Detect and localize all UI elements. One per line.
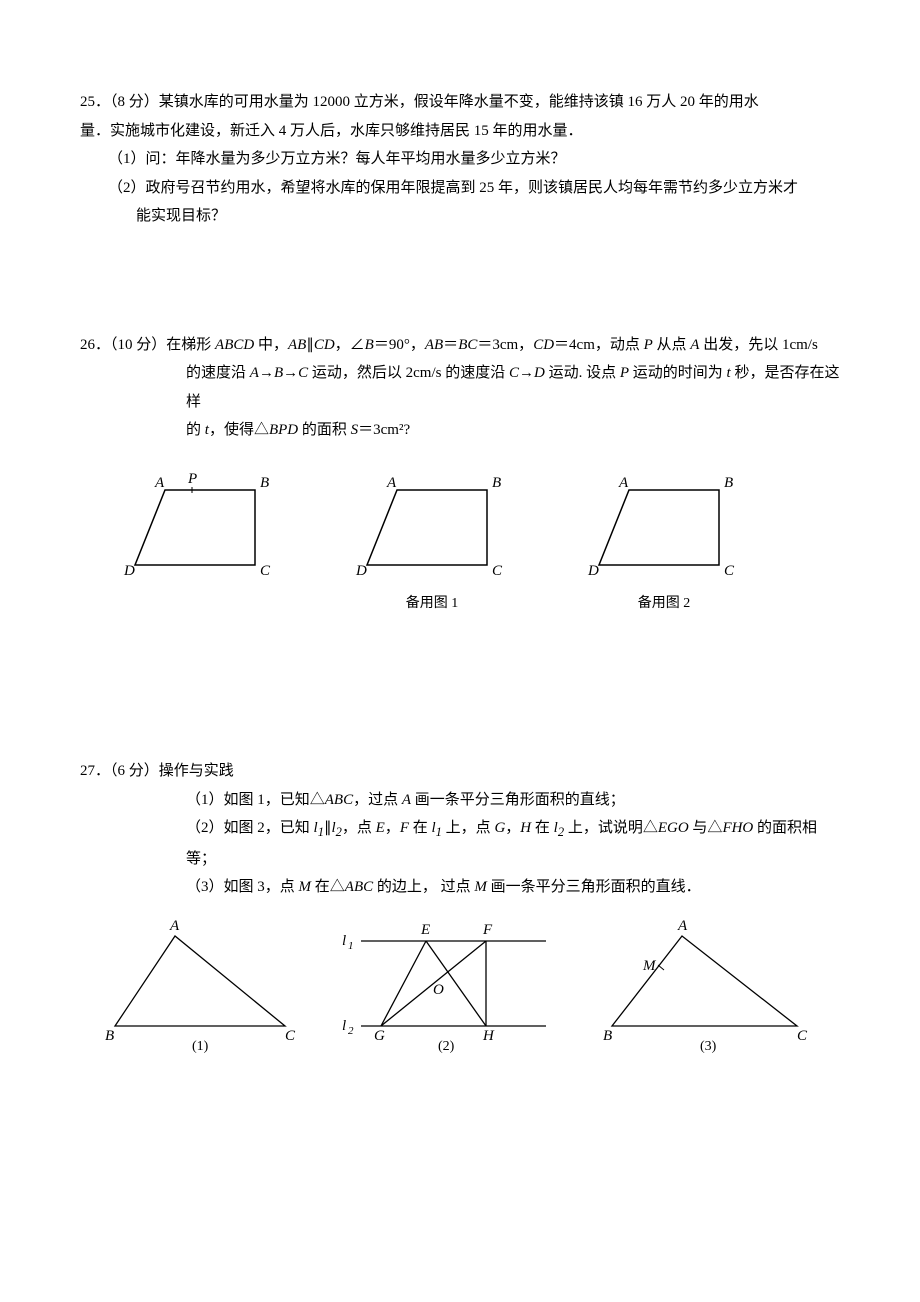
problem-25-q2-l2: 能实现目标？ [80,202,840,231]
svg-text:H: H [482,1028,495,1044]
svg-text:C: C [724,563,735,579]
svg-text:A: A [618,475,629,491]
problem-25-number: 25． [80,94,110,110]
trapezoid-svg-3: A B C D [584,465,744,585]
svg-text:(1): (1) [192,1039,209,1054]
problem-26-points: （10 分） [110,337,166,353]
problem-26-diagrams: A B C D P A B C D 备用图 1 A B [80,465,840,618]
svg-text:E: E [420,922,430,938]
problem-25-points: （8 分） [110,94,159,110]
svg-text:A: A [677,918,688,934]
svg-text:B: B [724,475,733,491]
svg-text:B: B [260,475,269,491]
figure-3: A B C M (3) [592,916,812,1056]
trapezoid-svg-1: A B C D P [120,465,280,585]
var-ABCD: ABCD [215,337,254,353]
svg-text:C: C [285,1028,296,1044]
trapezoid-3: A B C D 备用图 2 [584,465,744,618]
svg-text:D: D [355,563,367,579]
trapezoid-svg-2: A B C D [352,465,512,585]
problem-27-diagrams: A B C (1) l 1 l 2 E F G H O (2) A [80,916,840,1056]
svg-text:(3): (3) [700,1039,717,1054]
backup-label-2: 备用图 2 [638,591,691,618]
problem-26: 26．（10 分）在梯形 ABCD 中，AB∥CD，∠B＝90°，AB＝BC＝3… [80,331,840,618]
svg-text:F: F [482,922,493,938]
svg-text:(2): (2) [438,1039,455,1054]
svg-text:A: A [154,475,165,491]
problem-25: 25．（8 分）某镇水库的可用水量为 12000 立方米，假设年降水量不变，能维… [80,88,840,231]
problem-26-number: 26． [80,337,110,353]
problem-25-stem: 25．（8 分）某镇水库的可用水量为 12000 立方米，假设年降水量不变，能维… [80,88,840,117]
svg-text:B: B [492,475,501,491]
backup-label-1: 备用图 1 [406,591,459,618]
svg-text:B: B [603,1028,612,1044]
figure-1: A B C (1) [100,916,300,1056]
problem-25-q2-l1: （2）政府号召节约用水，希望将水库的保用年限提高到 25 年，则该镇居民人均每年… [80,174,840,203]
svg-text:B: B [105,1028,114,1044]
trapezoid-1: A B C D P [120,465,280,618]
problem-26-stem-l2: 的速度沿 A→B→C 运动，然后以 2cm/s 的速度沿 C→D 运动. 设点 … [80,359,840,416]
problem-26-stem-l1: 26．（10 分）在梯形 ABCD 中，AB∥CD，∠B＝90°，AB＝BC＝3… [80,331,840,360]
svg-text:G: G [374,1028,385,1044]
trapezoid-2: A B C D 备用图 1 [352,465,512,618]
problem-27-number: 27． [80,763,110,779]
svg-text:O: O [433,982,444,998]
svg-text:D: D [123,563,135,579]
svg-text:l: l [342,1018,346,1034]
problem-27: 27．（6 分）操作与实践 （1）如图 1，已知△ABC，过点 A 画一条平分三… [80,757,840,1056]
problem-27-points: （6 分） [110,763,159,779]
svg-text:P: P [187,471,197,487]
svg-text:2: 2 [348,1025,354,1037]
svg-text:D: D [587,563,599,579]
svg-text:M: M [642,958,657,974]
svg-text:C: C [797,1028,808,1044]
problem-27-q3: （3）如图 3，点 M 在△ABC 的边上， 过点 M 画一条平分三角形面积的直… [80,873,840,902]
svg-text:C: C [492,563,503,579]
svg-text:A: A [386,475,397,491]
svg-text:l: l [342,933,346,949]
problem-25-stem-l2: 量．实施城市化建设，新迁入 4 万人后，水库只够维持居民 15 年的用水量． [80,117,840,146]
figure-2: l 1 l 2 E F G H O (2) [336,916,556,1056]
problem-25-stem-l1: 某镇水库的可用水量为 12000 立方米，假设年降水量不变，能维持该镇 16 万… [159,94,759,110]
problem-25-q1: （1）问：年降水量为多少万立方米？每人年平均用水量多少立方米？ [80,145,840,174]
svg-text:A: A [169,918,180,934]
svg-text:C: C [260,563,271,579]
svg-text:1: 1 [348,940,354,952]
problem-27-title: 27．（6 分）操作与实践 [80,757,840,786]
problem-27-q2: （2）如图 2，已知 l1∥l2，点 E，F 在 l1 上，点 G，H 在 l2… [80,814,840,873]
problem-26-stem-l3: 的 t，使得△BPD 的面积 S＝3cm²? [80,416,840,445]
problem-27-q1: （1）如图 1，已知△ABC，过点 A 画一条平分三角形面积的直线； [80,786,840,815]
